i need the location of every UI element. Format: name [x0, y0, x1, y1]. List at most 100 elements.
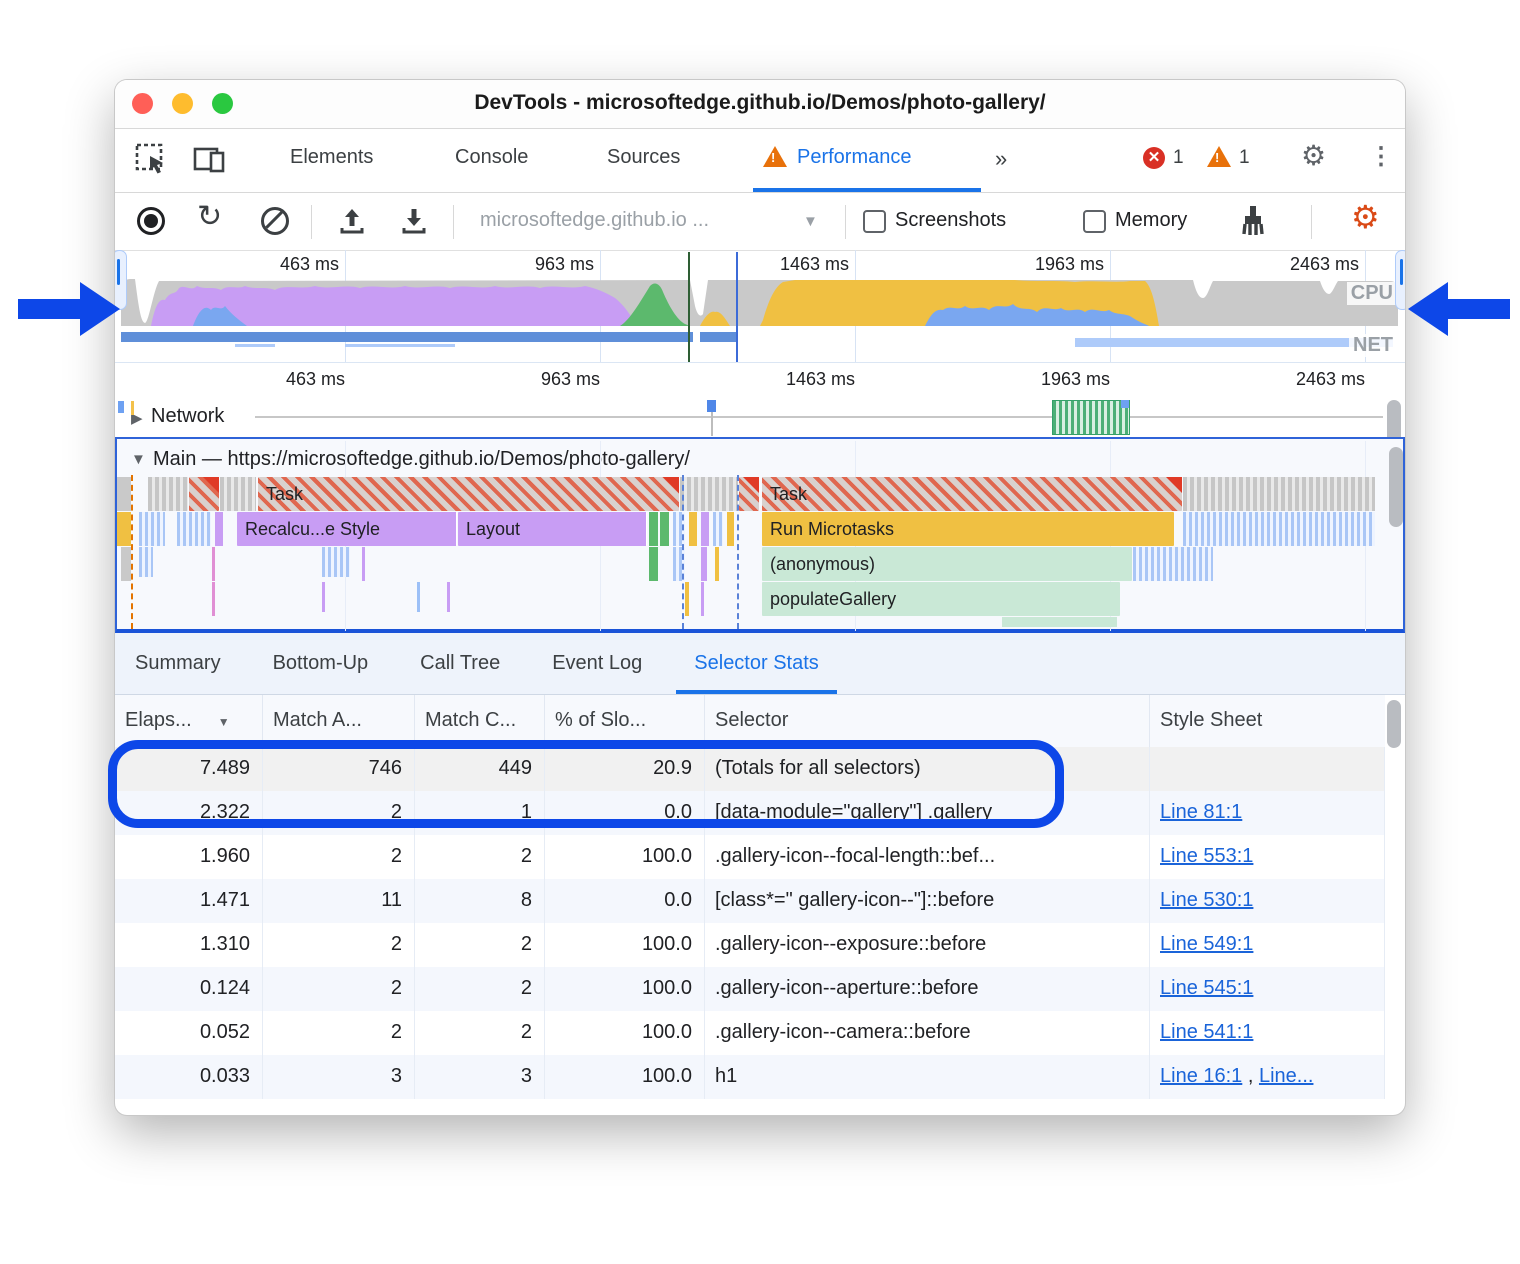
column-header-match-count[interactable]: Match C... [415, 695, 545, 747]
style-sheet-link[interactable]: Line 81:1 [1160, 801, 1243, 823]
ruler-tick: 963 ms [540, 369, 600, 389]
style-sheet-link[interactable]: Line 553:1 [1160, 845, 1254, 867]
recalculate-style-bar[interactable]: Recalcu...e Style [237, 512, 457, 546]
ruler-tick: 1963 ms [1040, 369, 1110, 389]
table-row-totals[interactable]: 7.489 746 449 20.9 (Totals for all selec… [115, 747, 1385, 791]
style-sheet-link[interactable]: Line 530:1 [1160, 889, 1254, 911]
warning-count[interactable]: 1 [1239, 147, 1250, 168]
error-icon[interactable]: ✕ [1143, 147, 1165, 169]
table-row[interactable]: 0.052 2 2 100.0 .gallery-icon--camera::b… [115, 1011, 1385, 1055]
flame-row-3: (anonymous) [117, 547, 1403, 581]
table-row[interactable]: 0.033 3 3 100.0 h1 Line 16:1 , Line... [115, 1055, 1385, 1099]
inspect-element-icon[interactable] [135, 143, 167, 175]
left-arrow-annotation [18, 282, 120, 336]
timeline-overview[interactable]: 463 ms 963 ms 1463 ms 1963 ms 2463 ms CP… [115, 250, 1405, 460]
more-tabs-icon[interactable]: » [995, 146, 1008, 171]
details-tabbar: Summary Bottom-Up Call Tree Event Log Se… [115, 633, 1405, 695]
detail-ruler: 463 ms 963 ms 1463 ms 1963 ms 2463 ms [115, 363, 1405, 399]
minimize-window-button[interactable] [172, 93, 193, 114]
tab-sources[interactable]: Sources [607, 146, 681, 168]
error-count[interactable]: 1 [1173, 147, 1184, 168]
style-sheet-link[interactable]: Line 549:1 [1160, 933, 1254, 955]
main-track-label: Main — https://microsoftedge.github.io/D… [153, 448, 690, 470]
style-sheet-link[interactable]: Line 16:1 [1160, 1065, 1243, 1087]
network-track-label: Network [151, 405, 225, 427]
dcl-marker-line [131, 475, 133, 629]
record-button[interactable] [137, 207, 165, 235]
vertical-scrollbar[interactable] [1389, 447, 1403, 527]
warning-icon[interactable]: ! [1207, 146, 1231, 167]
network-request-block[interactable] [1052, 400, 1130, 435]
cpu-track-label: CPU [1346, 282, 1397, 305]
task-bar[interactable]: Task [762, 477, 1182, 511]
flame-row-4: populateGallery [117, 582, 1403, 616]
performance-warning-icon: ! [763, 146, 787, 167]
overview-tick: 2463 ms [1289, 254, 1359, 274]
column-header-selector[interactable]: Selector [705, 695, 1150, 747]
style-sheet-link[interactable]: Line 545:1 [1160, 977, 1254, 999]
column-header-pct-slow[interactable]: % of Slo... [545, 695, 705, 747]
tab-console[interactable]: Console [455, 146, 529, 168]
ruler-tick: 1463 ms [785, 369, 855, 389]
kebab-menu-icon[interactable]: ⋮ [1369, 143, 1393, 170]
profile-select[interactable]: microsoftedge.github.io ... [480, 209, 710, 231]
playhead-line [688, 252, 690, 362]
populate-gallery-bar[interactable]: populateGallery [762, 582, 1120, 616]
tab-summary[interactable]: Summary [135, 652, 221, 674]
devtools-window: DevTools - microsoftedge.github.io/Demos… [115, 80, 1405, 1115]
run-microtasks-bar[interactable]: Run Microtasks [762, 512, 1174, 546]
tab-event-log[interactable]: Event Log [552, 652, 643, 674]
table-row[interactable]: 1.471 11 8 0.0 [class*=" gallery-icon--"… [115, 879, 1385, 923]
save-profile-icon[interactable] [399, 206, 429, 236]
ruler-tick: 463 ms [285, 369, 345, 389]
overview-right-handle[interactable] [1395, 250, 1405, 310]
table-scrollbar[interactable] [1387, 700, 1401, 748]
reload-and-record-icon[interactable]: ↻ [197, 200, 223, 233]
devtools-tabbar: Elements Console Sources ! Performance »… [115, 129, 1405, 193]
main-collapse-icon[interactable]: ▼ [131, 451, 146, 468]
column-header-match-attempts[interactable]: Match A... [263, 695, 415, 747]
clear-recording-icon[interactable] [261, 207, 289, 235]
sort-descending-icon: ▼ [217, 715, 230, 729]
overview-left-handle[interactable] [115, 250, 127, 310]
table-row[interactable]: 1.960 2 2 100.0 .gallery-icon--focal-len… [115, 835, 1385, 879]
collect-garbage-icon[interactable] [1237, 204, 1269, 238]
ruler-tick: 2463 ms [1295, 369, 1365, 389]
active-tab-underline [753, 188, 981, 192]
main-thread-track[interactable]: ▼ Main — https://microsoftedge.github.io… [115, 437, 1405, 633]
network-track[interactable]: ▶ Network [115, 398, 1405, 458]
performance-toolbar: ↻ microsoftedge.github.io ... ▼ Screensh… [115, 193, 1405, 251]
style-sheet-link[interactable]: Line 541:1 [1160, 1021, 1254, 1043]
table-row[interactable]: 0.124 2 2 100.0 .gallery-icon--aperture:… [115, 967, 1385, 1011]
settings-gear-icon[interactable]: ⚙ [1301, 140, 1327, 171]
load-profile-icon[interactable] [337, 206, 367, 236]
network-expand-icon[interactable]: ▶ [131, 410, 143, 427]
tab-performance[interactable]: Performance [797, 146, 912, 168]
totals-row-highlight-annotation [108, 740, 1064, 828]
window-titlebar[interactable]: DevTools - microsoftedge.github.io/Demos… [115, 80, 1405, 129]
style-sheet-link[interactable]: Line... [1258, 1065, 1314, 1087]
close-window-button[interactable] [132, 93, 153, 114]
column-header-style-sheet[interactable]: Style Sheet [1160, 709, 1263, 731]
right-arrow-annotation [1408, 282, 1510, 336]
flame-row-2: Recalcu...e Style Layout Run Microtasks [117, 512, 1403, 546]
device-toolbar-icon[interactable] [193, 143, 227, 175]
task-bar[interactable]: Task [258, 477, 679, 511]
tab-bottom-up[interactable]: Bottom-Up [272, 652, 369, 674]
tab-call-tree[interactable]: Call Tree [420, 652, 501, 674]
zoom-window-button[interactable] [212, 93, 233, 114]
cpu-activity-chart [121, 279, 1398, 326]
anonymous-bar[interactable]: (anonymous) [762, 547, 1132, 581]
screenshots-checkbox[interactable] [863, 210, 886, 233]
overview-tick: 963 ms [534, 254, 594, 274]
capture-settings-gear-icon[interactable]: ⚙ [1351, 199, 1380, 235]
tab-selector-stats[interactable]: Selector Stats [676, 633, 837, 694]
memory-checkbox[interactable] [1083, 210, 1106, 233]
tab-elements[interactable]: Elements [290, 146, 374, 168]
net-track-label: NET [1349, 334, 1397, 357]
profile-select-caret-icon[interactable]: ▼ [803, 213, 818, 230]
layout-bar[interactable]: Layout [458, 512, 647, 546]
table-row[interactable]: 1.310 2 2 100.0 .gallery-icon--exposure:… [115, 923, 1385, 967]
net-activity-bar [121, 332, 693, 342]
column-header-elapsed[interactable]: Elaps... ▼ [115, 695, 263, 747]
